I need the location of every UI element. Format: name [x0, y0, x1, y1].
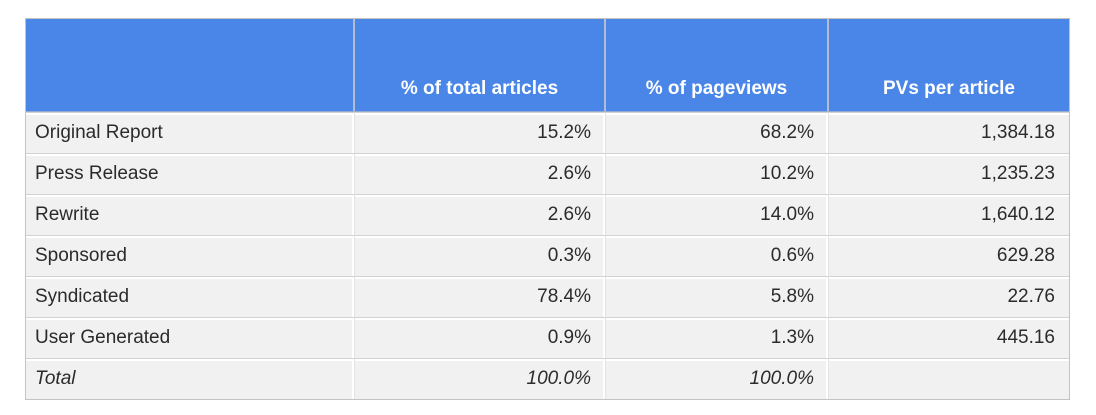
- metric-cell: 78.4%: [355, 276, 606, 317]
- metric-cell: 100.0%: [606, 358, 829, 399]
- metric-cell: 629.28: [829, 235, 1069, 276]
- metric-cell: 14.0%: [606, 194, 829, 235]
- row-label: Rewrite: [26, 194, 355, 235]
- metric-cell: 1,640.12: [829, 194, 1069, 235]
- content-type-metrics-table: % of total articles % of pageviews PVs p…: [25, 18, 1070, 400]
- metric-cell: 0.6%: [606, 235, 829, 276]
- header-blank-cell: [26, 19, 355, 112]
- metric-cell: 22.76: [829, 276, 1069, 317]
- row-label: User Generated: [26, 317, 355, 358]
- metric-cell: 100.0%: [355, 358, 606, 399]
- metric-cell: 10.2%: [606, 153, 829, 194]
- metric-cell: 0.9%: [355, 317, 606, 358]
- header-row: % of total articles % of pageviews PVs p…: [26, 19, 1069, 112]
- metric-cell: 1.3%: [606, 317, 829, 358]
- row-label: Press Release: [26, 153, 355, 194]
- table-row-original-report: Original Report 15.2% 68.2% 1,384.18: [26, 112, 1069, 153]
- metric-cell: 445.16: [829, 317, 1069, 358]
- row-label: Sponsored: [26, 235, 355, 276]
- table-row-press-release: Press Release 2.6% 10.2% 1,235.23: [26, 153, 1069, 194]
- metric-cell: 1,235.23: [829, 153, 1069, 194]
- metric-cell: [829, 358, 1069, 399]
- metric-cell: 1,384.18: [829, 112, 1069, 153]
- row-label: Original Report: [26, 112, 355, 153]
- metric-cell: 0.3%: [355, 235, 606, 276]
- header-pct-total-articles: % of total articles: [355, 19, 606, 112]
- table-row-total: Total 100.0% 100.0%: [26, 358, 1069, 399]
- table-row-sponsored: Sponsored 0.3% 0.6% 629.28: [26, 235, 1069, 276]
- table-row-syndicated: Syndicated 78.4% 5.8% 22.76: [26, 276, 1069, 317]
- table-row-user-generated: User Generated 0.9% 1.3% 445.16: [26, 317, 1069, 358]
- metric-cell: 15.2%: [355, 112, 606, 153]
- metric-cell: 5.8%: [606, 276, 829, 317]
- metric-cell: 2.6%: [355, 153, 606, 194]
- table-row-rewrite: Rewrite 2.6% 14.0% 1,640.12: [26, 194, 1069, 235]
- metric-cell: 2.6%: [355, 194, 606, 235]
- metric-cell: 68.2%: [606, 112, 829, 153]
- row-label: Total: [26, 358, 355, 399]
- row-label: Syndicated: [26, 276, 355, 317]
- header-pvs-per-article: PVs per article: [829, 19, 1069, 112]
- header-pct-pageviews: % of pageviews: [606, 19, 829, 112]
